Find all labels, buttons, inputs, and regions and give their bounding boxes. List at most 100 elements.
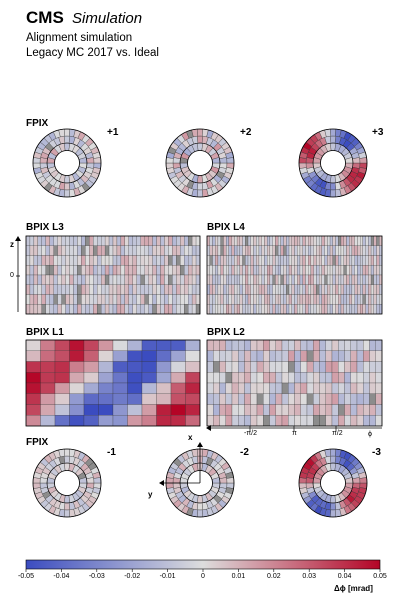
barrel-module (53, 235, 58, 246)
barrel-module (124, 284, 129, 295)
barrel-module (316, 294, 320, 305)
barrel-module (228, 245, 232, 256)
barrel-module (108, 255, 114, 266)
local-x-axis-label: x (188, 433, 193, 442)
barrel-module (319, 404, 326, 416)
simulation-label: Simulation (72, 10, 143, 27)
barrel-module (379, 245, 383, 256)
barrel-module (89, 245, 94, 256)
barrel-module (184, 304, 189, 315)
barrel-module (112, 294, 118, 305)
barrel-module (180, 245, 185, 256)
barrel-module (108, 284, 114, 295)
barrel-module (219, 361, 226, 373)
barrel-module (40, 361, 56, 373)
barrel-module (281, 382, 289, 394)
barrel-module (247, 265, 251, 276)
barrel-module (231, 372, 239, 384)
barrel-module (180, 265, 185, 276)
barrel-module (365, 255, 369, 266)
barrel-module (286, 235, 290, 246)
barrel-module (375, 361, 383, 373)
barrel-module (354, 255, 358, 266)
barrel-module (250, 339, 258, 351)
barrel-module (351, 304, 355, 315)
barrel-module (238, 372, 245, 384)
barrel-module (331, 393, 339, 405)
barrel-module (305, 235, 309, 246)
barrel-module (343, 304, 347, 315)
barrel-frame (206, 235, 383, 315)
bpix-l4-label: BPIX L4 (207, 222, 245, 233)
barrel-module (128, 245, 133, 256)
barrel-module (253, 284, 257, 295)
barrel-module (112, 393, 128, 405)
barrel-module (332, 274, 336, 285)
barrel-module (319, 350, 326, 362)
barrel-module (73, 304, 78, 315)
barrel-module (172, 245, 177, 256)
barrel-module (368, 235, 372, 246)
disk-inner-edge (320, 150, 346, 176)
barrel-module (156, 350, 172, 362)
barrel-module (283, 235, 287, 246)
barrel-module (206, 284, 210, 295)
barrel-module (360, 304, 363, 315)
barrel-module (172, 255, 177, 266)
barrel-module (349, 265, 353, 276)
barrel-module (33, 255, 38, 266)
barrel-module (244, 404, 251, 416)
barrel-module (148, 235, 153, 246)
disk-ring-edge (46, 142, 88, 184)
barrel-module (344, 415, 351, 427)
barrel-module (168, 255, 173, 266)
barrel-module (83, 393, 99, 405)
barrel-module (349, 245, 353, 256)
barrel-module (212, 274, 216, 285)
barrel-module (363, 361, 370, 373)
barrel-module (124, 245, 129, 256)
disk-module (329, 502, 337, 511)
barrel-module (83, 361, 99, 373)
barrel-module (302, 265, 306, 276)
barrel-module (351, 284, 355, 295)
barrel-module (242, 274, 246, 285)
barrel-module (40, 415, 56, 427)
barrel-module (277, 294, 281, 305)
barrel-module (283, 255, 287, 266)
barrel-module (250, 393, 258, 405)
barrel-module (375, 372, 383, 384)
barrel-module (325, 415, 333, 427)
barrel-module (49, 255, 54, 266)
barrel-module (40, 393, 56, 405)
barrel-module (215, 255, 219, 266)
barrel-module (104, 235, 110, 246)
barrel-module (136, 274, 141, 285)
barrel-module (351, 265, 355, 276)
barrel-module (83, 372, 99, 384)
barrel-module (81, 304, 86, 315)
barrel-module (269, 274, 273, 285)
barrel-module (83, 404, 99, 416)
barrel-module (220, 265, 224, 276)
barrel-module (101, 245, 106, 256)
barrel-module (264, 294, 268, 305)
barrel-module (140, 304, 145, 315)
barrel-module (283, 294, 287, 305)
barrel-module (308, 304, 312, 315)
barrel-module (263, 415, 270, 427)
barrel-module (85, 274, 90, 285)
barrel-module (253, 274, 257, 285)
barrel-module (250, 235, 254, 246)
barrel-module (258, 245, 262, 256)
barrel-module (356, 372, 364, 384)
barrel-module (128, 274, 133, 285)
disk-module (93, 477, 102, 484)
barrel-module (291, 284, 295, 295)
barrel-module (236, 294, 240, 305)
barrel-module (305, 294, 309, 305)
barrel-module (316, 265, 320, 276)
barrel-module (93, 245, 98, 256)
barrel-module (188, 284, 193, 295)
barrel-module (373, 235, 377, 246)
